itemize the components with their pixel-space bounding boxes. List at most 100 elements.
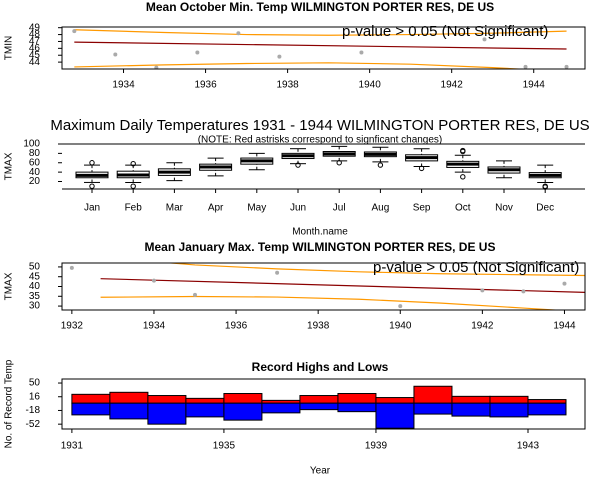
y-tick-label: -18 [26, 405, 41, 416]
y-tick-label: 49 [29, 22, 41, 33]
x-tick-label: 1935 [213, 441, 236, 452]
x-tick-label: Jun [290, 203, 306, 214]
x-tick-label: Jan [84, 203, 100, 214]
outlier [460, 174, 466, 180]
bar [109, 402, 149, 420]
x-tick-label: Oct [455, 203, 471, 214]
data-point [151, 278, 156, 283]
outlier [130, 160, 136, 167]
outlier [460, 147, 466, 154]
data-point [562, 281, 567, 286]
data-point [113, 52, 118, 57]
x-tick-label: 1940 [389, 321, 412, 332]
y-tick-label: 30 [29, 301, 41, 312]
outlier [89, 160, 95, 166]
plot-area [69, 263, 585, 310]
data-point [69, 265, 74, 270]
bar [337, 393, 377, 404]
y-tick-label: 100 [23, 139, 40, 150]
data-point [275, 270, 280, 275]
x-tick-label: Feb [125, 203, 143, 214]
x-tick-label: Jul [333, 203, 346, 214]
x-tick-label: 1943 [517, 441, 540, 452]
x-tick-label: Sep [413, 203, 431, 214]
bar [527, 402, 567, 416]
data-point [359, 50, 364, 55]
bar [261, 402, 301, 414]
y-tick-label: 20 [29, 176, 41, 187]
data-point [193, 292, 198, 297]
y-axis-label: TMAX [4, 152, 15, 180]
bar [413, 402, 453, 415]
outlier [418, 165, 425, 172]
data-point [564, 64, 569, 69]
x-tick-label: 1934 [112, 80, 135, 91]
y-tick-label: 60 [29, 157, 41, 168]
bar [489, 402, 529, 418]
x-tick-label: Aug [372, 203, 390, 214]
bar [299, 402, 339, 411]
data-point [236, 31, 241, 36]
bar [489, 395, 529, 404]
x-tick-label: 1938 [307, 321, 330, 332]
x-tick-label: 1942 [471, 321, 494, 332]
y-tick-label: 45 [29, 271, 41, 282]
bar [71, 393, 111, 404]
x-tick-label: 1939 [365, 441, 388, 452]
bar [375, 402, 415, 429]
trend-line [164, 263, 585, 277]
x-tick-label: 1932 [61, 321, 84, 332]
outlier [542, 184, 548, 190]
trend-line [100, 278, 585, 293]
x-tick-label: 1944 [523, 80, 546, 91]
y-tick-label: 50 [29, 378, 41, 389]
data-point [398, 304, 403, 309]
data-point [482, 37, 487, 42]
x-tick-label: 1942 [441, 80, 464, 91]
y-tick-label: 80 [29, 148, 41, 159]
bar [337, 402, 377, 413]
y-tick-label: 35 [29, 291, 41, 302]
y-tick-label: 44 [29, 57, 41, 68]
bar [375, 397, 415, 404]
annotation: p-value > 0.05 (Not Significant) [373, 259, 579, 276]
bar [451, 402, 491, 417]
bar [527, 399, 567, 404]
y-axis-label: No. of Record Temp [4, 359, 15, 448]
annotation: p-value > 0.05 (Not Significant) [342, 23, 548, 40]
chart-title: Mean January Max. Temp WILMINGTON PORTER… [145, 240, 496, 254]
chart-title: Record Highs and Lows [252, 360, 389, 374]
chart-subtitle: (NOTE: Red astrisks correspond to signfi… [198, 135, 443, 146]
data-point [521, 289, 526, 294]
x-tick-label: 1938 [276, 80, 299, 91]
x-axis-label: Month.name [292, 227, 348, 238]
x-tick-label: 1934 [143, 321, 166, 332]
bar [147, 402, 187, 425]
x-tick-label: Mar [166, 203, 184, 214]
y-tick-label: 40 [29, 281, 41, 292]
x-tick-label: 1931 [61, 441, 84, 452]
y-tick-label: 48 [29, 29, 41, 40]
outlier [130, 183, 136, 189]
bar [71, 402, 111, 416]
bar [413, 385, 453, 404]
bar [223, 402, 263, 421]
trend-line [74, 29, 567, 36]
bar [185, 402, 225, 418]
trend-line [74, 41, 567, 50]
x-tick-label: 1936 [194, 80, 217, 91]
bar [147, 395, 187, 404]
x-tick-label: 1940 [359, 80, 382, 91]
y-tick-label: 45 [29, 50, 41, 61]
plot-area [71, 385, 567, 429]
y-tick-label: 46 [29, 43, 41, 54]
data-point [277, 54, 282, 59]
trend-line [74, 62, 529, 69]
y-axis-label: TMAX [4, 272, 15, 300]
plot-area [72, 29, 569, 69]
x-tick-label: 1944 [553, 321, 576, 332]
data-point [195, 50, 200, 55]
bar [109, 391, 149, 404]
y-axis-label: TMIN [4, 36, 15, 60]
